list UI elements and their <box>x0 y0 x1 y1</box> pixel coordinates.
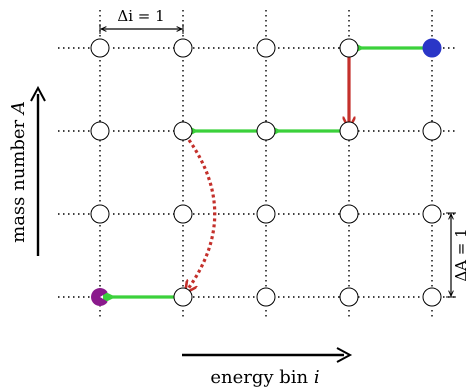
y-axis-label: mass number A <box>8 101 29 243</box>
grid-node <box>173 38 193 58</box>
start-node <box>422 38 442 58</box>
delta-a-label: ΔA = 1 <box>452 228 467 281</box>
end-node <box>91 287 108 306</box>
grid-node <box>173 121 193 141</box>
grid-node <box>256 121 276 141</box>
x-axis: energy bin i <box>182 347 353 387</box>
grid-node <box>422 121 442 141</box>
grid-node <box>90 38 110 58</box>
x-axis-label: energy bin i <box>210 367 319 387</box>
transition-arrows <box>102 41 431 304</box>
multi-mass-loss-arrow <box>188 139 217 289</box>
grid-node <box>339 38 359 58</box>
grid-node <box>339 121 359 141</box>
grid-nodes <box>90 38 442 307</box>
grid-node <box>173 287 193 307</box>
delta-i-label: Δi = 1 <box>117 7 164 25</box>
y-axis: mass number A <box>8 85 46 256</box>
delta-i-indicator: Δi = 1 <box>99 7 184 34</box>
grid-node <box>256 287 276 307</box>
grid-node <box>256 38 276 58</box>
grid-node <box>90 121 110 141</box>
delta-a-indicator: ΔA = 1 <box>446 212 467 298</box>
grid-node <box>339 204 359 224</box>
grid-node <box>422 287 442 307</box>
grid-node <box>256 204 276 224</box>
grid-node <box>173 204 193 224</box>
grid-node <box>90 204 110 224</box>
grid-lines <box>58 10 455 318</box>
grid-node <box>339 287 359 307</box>
grid-node <box>422 204 442 224</box>
